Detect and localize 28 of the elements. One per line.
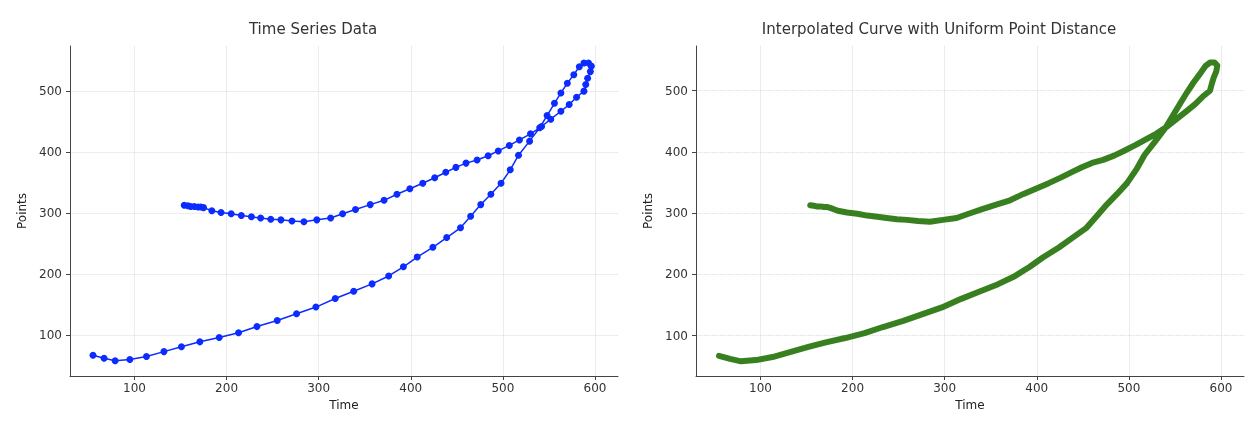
chart-title: Interpolated Curve with Uniform Point Distance xyxy=(761,19,1117,38)
y-tick-label: 300 xyxy=(665,206,688,221)
x-tick-label: 500 xyxy=(1117,381,1141,395)
x-tick-label: 500 xyxy=(491,381,515,395)
x-tick-label: 100 xyxy=(123,381,146,395)
y-tick-label: 200 xyxy=(665,267,688,282)
x-tick-label: 200 xyxy=(215,381,239,395)
x-tick-label: 100 xyxy=(749,381,772,395)
x-tick-label: 300 xyxy=(307,381,331,395)
x-axis-title: Time xyxy=(954,397,985,412)
chart-title: Time Series Data xyxy=(247,19,378,38)
x-tick-label: 400 xyxy=(1025,381,1049,395)
x-tick-label: 400 xyxy=(399,381,423,395)
y-tick-label: 100 xyxy=(39,328,62,343)
y-tick-label: 500 xyxy=(665,83,688,98)
y-axis-title: Points xyxy=(641,192,656,230)
y-tick-label: 400 xyxy=(39,145,62,160)
y-tick-label: 300 xyxy=(39,206,62,221)
x-tick-label: 600 xyxy=(1209,381,1233,395)
x-tick-label: 300 xyxy=(933,381,957,395)
y-axis-title: Points xyxy=(15,192,30,230)
y-tick-label: 200 xyxy=(39,267,62,282)
y-tick-label: 500 xyxy=(39,84,62,99)
y-tick-label: 100 xyxy=(665,328,688,343)
x-axis-title: Time xyxy=(328,397,359,412)
x-tick-label: 200 xyxy=(841,381,865,395)
y-tick-label: 400 xyxy=(665,144,688,159)
x-tick-label: 600 xyxy=(583,381,607,395)
